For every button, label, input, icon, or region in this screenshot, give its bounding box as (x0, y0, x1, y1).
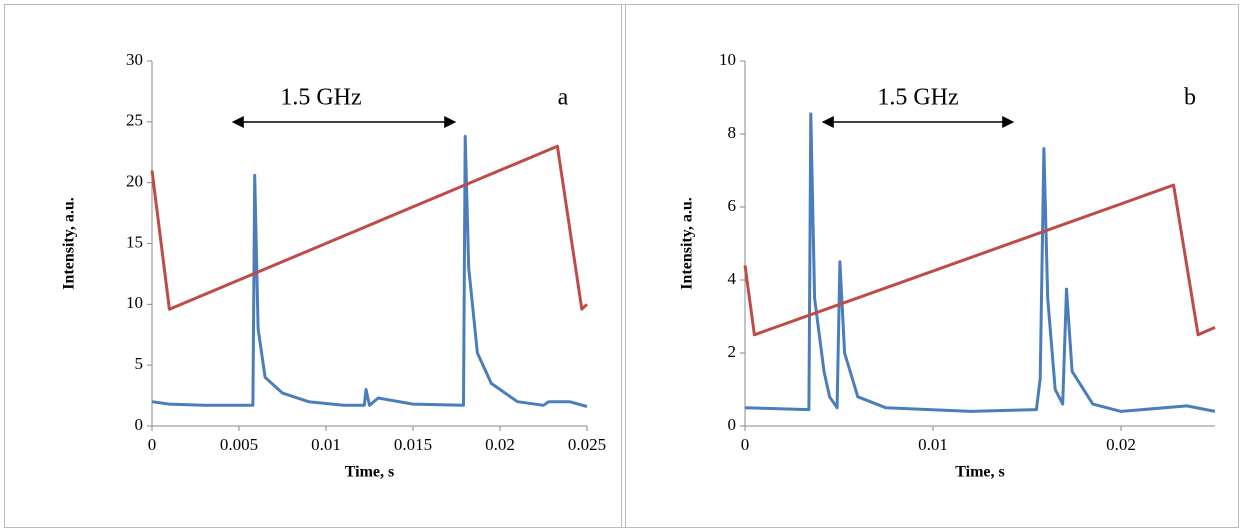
y-tick-label: 25 (126, 111, 143, 130)
series-line (150, 144, 589, 311)
y-axis-title: Intensity, a.u. (679, 197, 696, 289)
y-tick-label: 15 (126, 232, 143, 251)
panel-letter: b (1184, 85, 1196, 111)
x-tick-label: 0.005 (220, 435, 258, 454)
x-tick-label: 0.01 (311, 435, 341, 454)
annotation: 1.5 GHz (280, 85, 361, 111)
x-tick-label: 0.01 (918, 435, 948, 454)
x-tick-label: 0 (148, 435, 157, 454)
x-tick-label: 0.025 (568, 435, 606, 454)
y-tick-label: 20 (126, 172, 143, 191)
y-tick-label: 2 (728, 342, 737, 361)
y-tick-label: 0 (135, 415, 144, 434)
y-tick-label: 6 (728, 196, 737, 215)
y-tick-label: 10 (126, 293, 143, 312)
series-line (743, 183, 1216, 337)
series-line (151, 134, 588, 408)
annotation: 1.5 GHz (877, 85, 958, 111)
y-tick-label: 4 (728, 269, 737, 288)
y-axis-title: Intensity, a.u. (61, 197, 78, 289)
y-tick-label: 30 (126, 50, 143, 69)
x-tick-label: 0.02 (1106, 435, 1136, 454)
x-tick-label: 0.02 (485, 435, 515, 454)
y-tick-label: 0 (728, 415, 737, 434)
y-tick-label: 8 (728, 123, 737, 142)
series-line (744, 112, 1216, 413)
x-tick-label: 0 (741, 435, 750, 454)
x-axis-title: Time, s (345, 464, 394, 481)
y-tick-label: 10 (719, 50, 736, 69)
panel-letter: a (558, 85, 569, 111)
y-tick-label: 5 (135, 354, 144, 373)
x-tick-label: 0.015 (394, 435, 432, 454)
x-axis-title: Time, s (955, 464, 1004, 481)
